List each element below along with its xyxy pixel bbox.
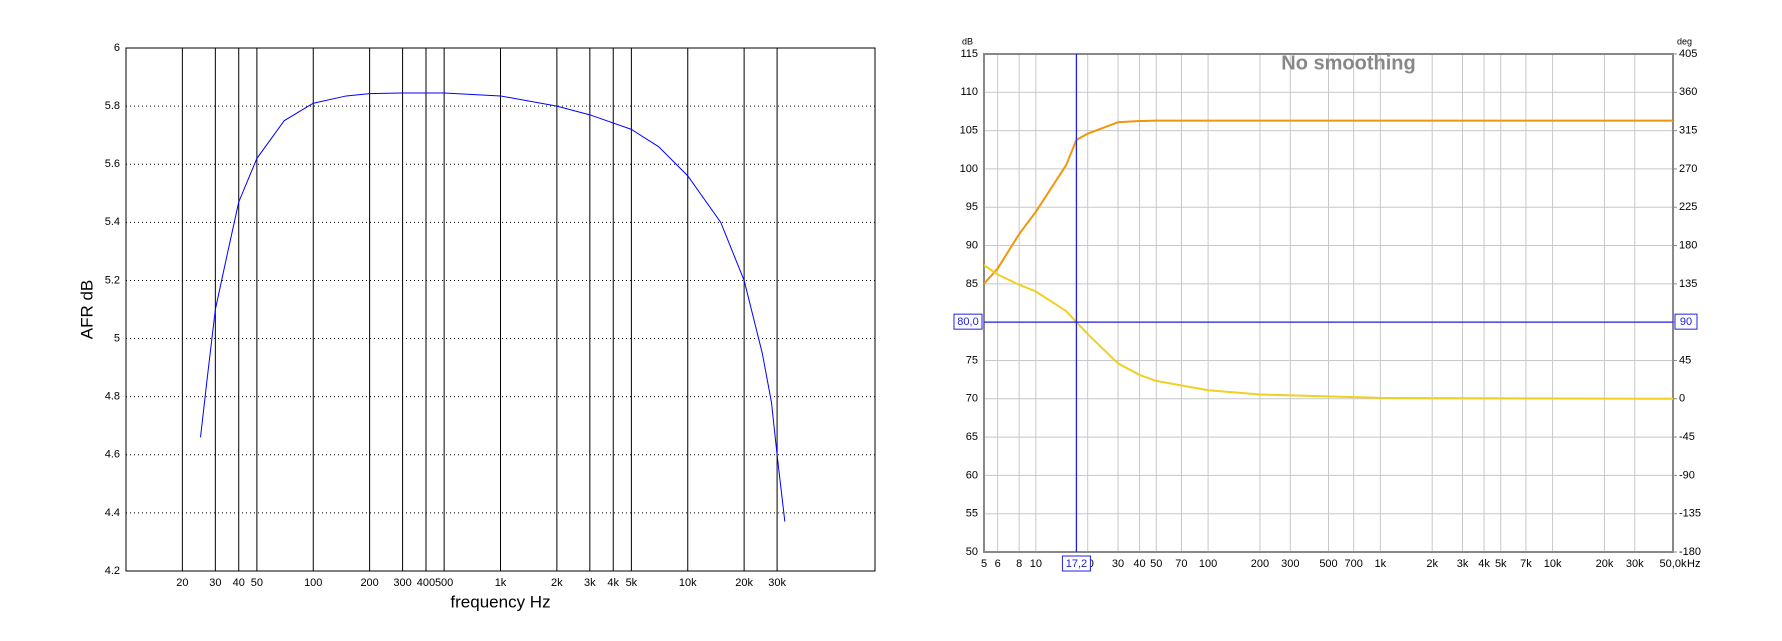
cursor-y-label: 80,0 — [957, 316, 978, 328]
y-tick-label: 100 — [960, 163, 978, 175]
y-tick-label: 5.8 — [105, 100, 120, 112]
x-tick-label: 200 — [1251, 558, 1269, 570]
x-axis-label: Hz — [1687, 558, 1700, 570]
x-tick-label: 100 — [1199, 558, 1217, 570]
x-axis-label: frequency Hz — [450, 592, 550, 611]
x-tick-label: 100 — [304, 577, 322, 589]
x-tick-label: 5k — [1495, 558, 1507, 570]
y2-tick-label: 45 — [1679, 354, 1691, 366]
y-tick-label: 90 — [966, 239, 978, 251]
x-tick-label: 500 — [1319, 558, 1337, 570]
cursor-y2-box — [1674, 313, 1698, 330]
x-tick-label: 5 — [981, 558, 987, 570]
x-tick-label: 20k — [735, 577, 753, 589]
data-line — [983, 264, 1674, 400]
x-tick-label: 300 — [393, 577, 411, 589]
x-tick-label: 6 — [995, 558, 1001, 570]
y2-tick-label: 180 — [1679, 239, 1697, 251]
x-tick-label: 50,0k — [1660, 558, 1687, 570]
x-tick-label: 2k — [551, 577, 563, 589]
y2-tick-label: 270 — [1679, 163, 1697, 175]
x-tick-label: 20 — [176, 577, 188, 589]
y-tick-label: 4.4 — [105, 507, 120, 519]
x-tick-label: 10k — [1544, 558, 1562, 570]
x-tick-label: 30k — [768, 577, 786, 589]
y-tick-label: 5.6 — [105, 158, 120, 170]
x-tick-label: 3k — [1457, 558, 1469, 570]
y-tick-label: 5 — [114, 332, 120, 344]
y-tick-label: 60 — [966, 469, 978, 481]
y2-tick-label: 135 — [1679, 278, 1697, 290]
y-tick-label: 4.2 — [105, 565, 120, 577]
x-tick-label: 20k — [1596, 558, 1614, 570]
y2-tick-label: 225 — [1679, 201, 1697, 213]
y-tick-label: 70 — [966, 393, 978, 405]
y-tick-label: 4.8 — [105, 391, 120, 403]
y-tick-label: 50 — [966, 546, 978, 558]
x-tick-label: 40 — [233, 577, 245, 589]
x-tick-label: 70 — [1175, 558, 1187, 570]
x-tick-label: 30 — [209, 577, 221, 589]
chart-title: No smoothing — [1281, 52, 1415, 74]
x-tick-label: 200 — [360, 577, 378, 589]
x-tick-label: 30 — [1112, 558, 1124, 570]
x-tick-label: 30k — [1626, 558, 1644, 570]
y-tick-label: 6 — [114, 42, 120, 54]
y2-tick-label: -45 — [1679, 431, 1695, 443]
y-tick-label: 95 — [966, 201, 978, 213]
x-tick-label: 7k — [1520, 558, 1532, 570]
x-tick-label: 5k — [626, 577, 638, 589]
y-tick-label: 5.2 — [105, 274, 120, 286]
y-axis-label: dB — [962, 36, 973, 46]
y-tick-label: 55 — [966, 508, 978, 520]
x-tick-label: 50 — [1150, 558, 1162, 570]
x-tick-label: 10k — [679, 577, 697, 589]
y-axis-label: AFR dB — [77, 280, 96, 340]
y2-tick-label: -135 — [1679, 508, 1701, 520]
x-tick-label: 2k — [1426, 558, 1438, 570]
y2-tick-label: 0 — [1679, 393, 1685, 405]
y2-tick-label: 405 — [1679, 48, 1697, 60]
y-tick-label: 75 — [966, 354, 978, 366]
plot-frame — [125, 47, 876, 572]
y-tick-label: 110 — [960, 86, 978, 98]
y2-tick-label: -180 — [1679, 546, 1701, 558]
cursor-x-label: 17,2 — [1066, 558, 1087, 570]
x-tick-label: 400 — [417, 577, 435, 589]
x-tick-label: 4k — [1478, 558, 1490, 570]
y2-axis-label: deg — [1677, 36, 1692, 46]
x-tick-label: 8 — [1016, 558, 1022, 570]
y-tick-label: 5.4 — [105, 216, 120, 228]
x-tick-label: 300 — [1281, 558, 1299, 570]
x-tick-label: 3k — [584, 577, 596, 589]
x-tick-label: 40 — [1133, 558, 1145, 570]
x-tick-label: 700 — [1344, 558, 1362, 570]
y-tick-label: 115 — [960, 48, 978, 60]
data-line — [200, 92, 786, 522]
cursor-x-box — [1061, 555, 1091, 572]
x-tick-label: 1k — [1375, 558, 1387, 570]
cursor-y2-label: 90 — [1680, 316, 1692, 328]
y2-tick-label: -90 — [1679, 469, 1695, 481]
x-tick-label: 50 — [251, 577, 263, 589]
y2-tick-label: 360 — [1679, 86, 1697, 98]
y-tick-label: 105 — [960, 125, 978, 137]
cursor-y-box — [953, 313, 983, 330]
x-tick-label: 1k — [495, 577, 507, 589]
y-tick-label: 65 — [966, 431, 978, 443]
x-tick-label: 500 — [435, 577, 453, 589]
y-tick-label: 4.6 — [105, 449, 120, 461]
x-tick-label: 4k — [607, 577, 619, 589]
x-tick-label: 10 — [1030, 558, 1042, 570]
plot-frame — [983, 53, 1674, 553]
y-tick-label: 85 — [966, 278, 978, 290]
y2-tick-label: 315 — [1679, 125, 1697, 137]
data-line — [983, 119, 1673, 285]
